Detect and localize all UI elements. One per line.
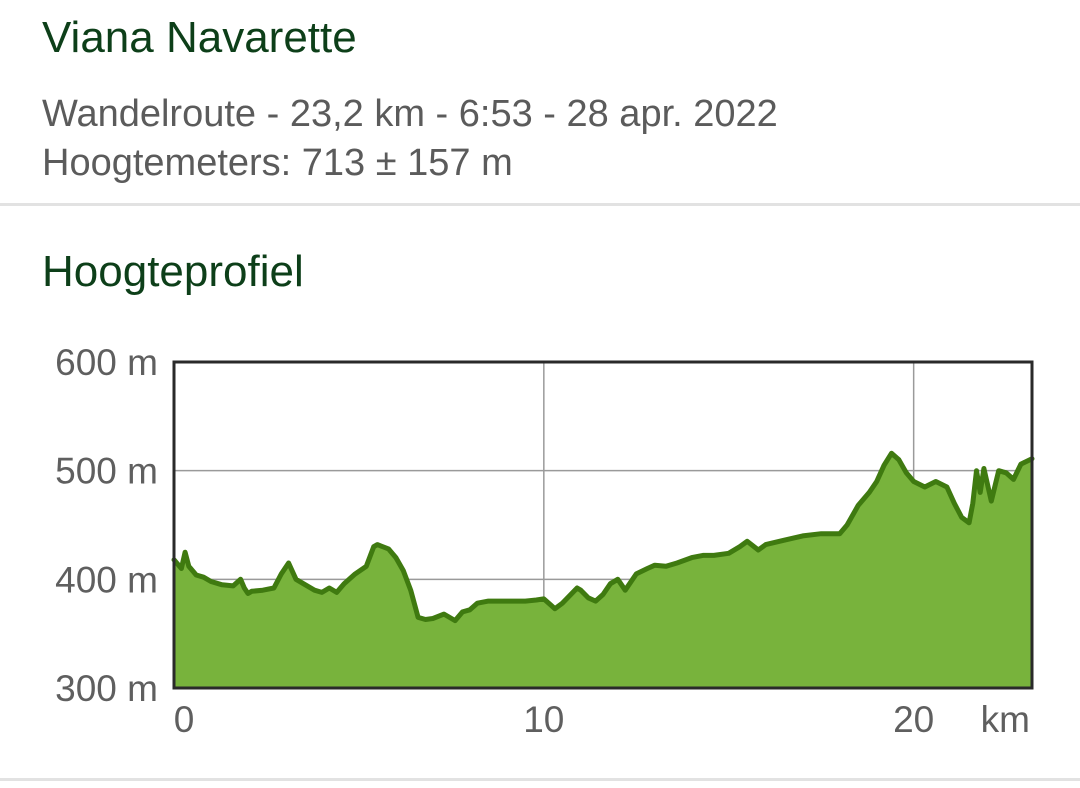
bottom-divider	[0, 778, 1080, 781]
section-divider	[0, 203, 1080, 206]
x-axis-unit-label: km	[981, 699, 1030, 740]
elevation-gain-text: Hoogtemeters: 713 ± 157 m	[42, 142, 513, 184]
elevation-line	[171, 450, 1035, 624]
y-tick-label: 300 m	[55, 668, 158, 709]
x-axis-labels: 0 10 20 km	[174, 699, 1030, 740]
x-tick-label: 0	[174, 699, 195, 740]
elevation-profile-title: Hoogteprofiel	[42, 247, 304, 296]
route-header: Viana Navarette Wandelroute - 23,2 km - …	[0, 0, 1080, 204]
x-tick-label: 20	[893, 699, 934, 740]
y-tick-label: 600 m	[55, 342, 158, 383]
y-tick-label: 400 m	[55, 559, 158, 600]
route-title: Viana Navarette	[42, 13, 357, 62]
y-axis-labels: 300 m 400 m 500 m 600 m	[55, 342, 158, 709]
y-tick-label: 500 m	[55, 451, 158, 492]
x-tick-label: 10	[523, 699, 564, 740]
plot-frame	[172, 360, 1034, 690]
elevation-area	[174, 453, 1032, 688]
route-summary: Wandelroute - 23,2 km - 6:53 - 28 apr. 2…	[42, 93, 778, 135]
